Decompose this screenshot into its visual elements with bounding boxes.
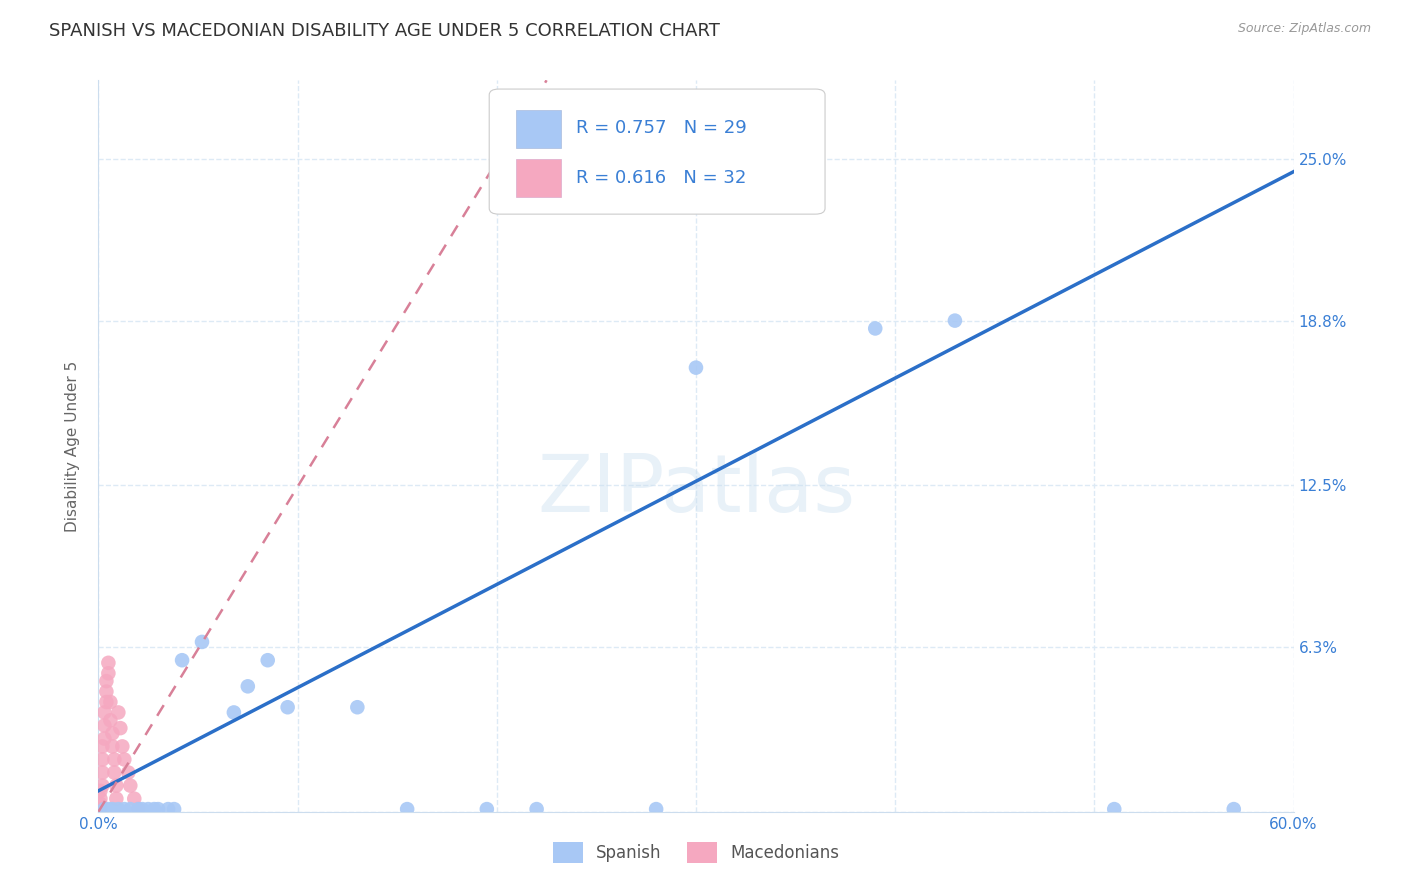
Point xyxy=(1104,802,1126,816)
Point xyxy=(91,765,114,780)
Point xyxy=(89,802,111,816)
Point xyxy=(526,802,548,816)
Point xyxy=(101,802,124,816)
Point xyxy=(127,802,149,816)
Point xyxy=(98,695,122,709)
Point xyxy=(346,700,368,714)
Point xyxy=(107,802,129,816)
Point xyxy=(685,360,707,375)
Point xyxy=(96,674,118,689)
Point xyxy=(112,802,135,816)
Point xyxy=(93,706,115,720)
Point xyxy=(120,779,142,793)
Point xyxy=(143,802,166,816)
Point xyxy=(93,731,115,746)
Point xyxy=(148,802,170,816)
Point xyxy=(475,802,498,816)
Point xyxy=(101,726,124,740)
Point xyxy=(124,791,146,805)
Point xyxy=(91,752,114,766)
Point xyxy=(103,752,125,766)
Point xyxy=(157,802,180,816)
Point xyxy=(865,321,887,335)
Point xyxy=(110,721,132,735)
Point xyxy=(93,802,115,816)
Legend: Spanish, Macedonians: Spanish, Macedonians xyxy=(546,836,846,869)
Point xyxy=(97,666,120,681)
Point xyxy=(105,791,128,805)
Point xyxy=(93,718,115,732)
Point xyxy=(89,784,111,798)
Point xyxy=(943,313,966,327)
Text: R = 0.757   N = 29: R = 0.757 N = 29 xyxy=(576,119,747,136)
FancyBboxPatch shape xyxy=(489,89,825,214)
Point xyxy=(277,700,299,714)
Point xyxy=(222,706,245,720)
Point xyxy=(136,802,159,816)
Point xyxy=(91,739,114,754)
Point xyxy=(396,802,419,816)
Point xyxy=(89,791,111,805)
Bar xyxy=(516,160,561,197)
Point xyxy=(236,679,259,693)
Point xyxy=(107,706,129,720)
Text: ZIPatlas: ZIPatlas xyxy=(537,450,855,529)
Y-axis label: Disability Age Under 5: Disability Age Under 5 xyxy=(65,360,80,532)
Point xyxy=(117,765,139,780)
Text: R = 0.616   N = 32: R = 0.616 N = 32 xyxy=(576,169,747,186)
Point xyxy=(127,802,149,816)
Point xyxy=(172,653,194,667)
Point xyxy=(191,635,214,649)
Point xyxy=(97,656,120,670)
Point xyxy=(98,714,122,728)
Point xyxy=(105,779,128,793)
Point xyxy=(89,797,111,811)
Point xyxy=(1223,802,1246,816)
Point xyxy=(103,765,125,780)
Point xyxy=(96,695,118,709)
Point xyxy=(256,653,278,667)
Point xyxy=(645,802,668,816)
Bar xyxy=(516,110,561,147)
Text: Source: ZipAtlas.com: Source: ZipAtlas.com xyxy=(1237,22,1371,36)
Point xyxy=(131,802,153,816)
Point xyxy=(120,802,142,816)
Point xyxy=(101,739,124,754)
Point xyxy=(111,739,134,754)
Text: SPANISH VS MACEDONIAN DISABILITY AGE UNDER 5 CORRELATION CHART: SPANISH VS MACEDONIAN DISABILITY AGE UND… xyxy=(49,22,720,40)
Point xyxy=(97,802,120,816)
Point xyxy=(96,684,118,698)
Point xyxy=(91,779,114,793)
Point xyxy=(163,802,186,816)
Point xyxy=(112,752,135,766)
